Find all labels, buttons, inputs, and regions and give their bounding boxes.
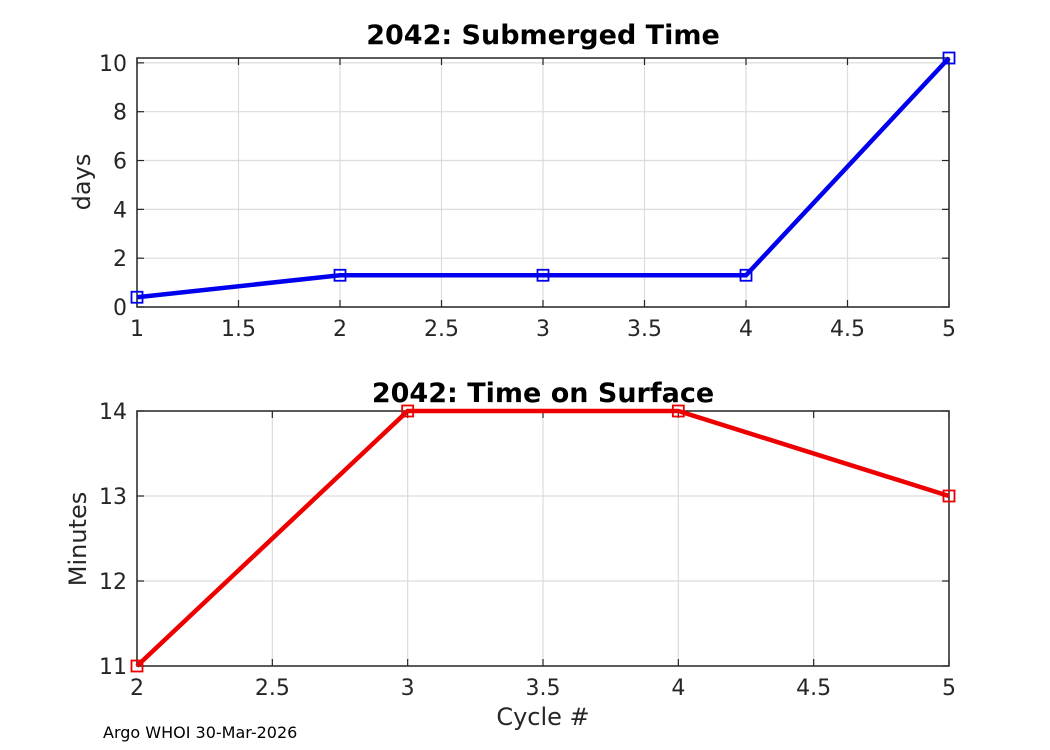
chart-title-submerged-time: 2042: Submerged Time [366, 20, 720, 51]
data-point-marker [536, 268, 550, 282]
data-point-marker [739, 268, 753, 282]
x-tick-label: 1 [130, 317, 144, 342]
data-point-marker [130, 659, 144, 673]
x-tick-label: 3.5 [627, 317, 662, 342]
axes-box [136, 57, 950, 308]
submerged-time-chart: 1 1.5 2 2.5 3 3.5 4 4.5 5 0 2 4 6 8 10 [99, 51, 956, 342]
y-tick-label: 11 [99, 655, 127, 680]
time-on-surface-chart: 2 2.5 3 3.5 4 4.5 5 11 12 13 14 [99, 400, 956, 701]
x-tick-label: 4.5 [830, 317, 865, 342]
x-tick-label: 4 [671, 676, 685, 701]
y-tick-label: 10 [99, 52, 127, 77]
data-line [136, 56, 951, 300]
y-tick-label: 14 [99, 400, 127, 425]
y-tick-label: 0 [113, 296, 127, 321]
x-tick-label: 5 [942, 317, 956, 342]
x-tick-label: 1.5 [221, 317, 256, 342]
y-axis-label-days: days [68, 153, 96, 211]
data-point-marker [942, 51, 956, 65]
x-tick-label: 2 [333, 317, 347, 342]
data-point-marker [942, 489, 956, 503]
y-tick-label: 4 [113, 198, 127, 223]
y-tick-label: 2 [113, 247, 127, 272]
data-line [135, 408, 950, 668]
chart-title-time-on-surface: 2042: Time on Surface [371, 378, 715, 409]
x-tick-label: 3.5 [526, 676, 561, 701]
x-tick-label: 5 [942, 676, 956, 701]
y-tick-label: 8 [113, 101, 127, 126]
x-tick-label: 3 [401, 676, 415, 701]
x-axis-label-cycle: Cycle # [496, 703, 590, 731]
data-point-marker [401, 404, 415, 418]
x-tick-label: 2 [130, 676, 144, 701]
y-tick-label: 13 [99, 485, 127, 510]
x-tick-label: 4 [739, 317, 753, 342]
data-point-marker [333, 268, 347, 282]
y-tick-label: 6 [113, 150, 127, 175]
y-tick-label: 12 [99, 570, 127, 595]
footer-annotation: Argo WHOI 30-Mar-2026 [103, 723, 298, 742]
data-point-marker [671, 404, 685, 418]
x-tick-label: 4.5 [796, 676, 831, 701]
data-point-marker [130, 290, 144, 304]
x-tick-label: 2.5 [424, 317, 459, 342]
x-tick-label: 3 [536, 317, 550, 342]
y-axis-label-minutes: Minutes [64, 491, 92, 587]
x-tick-label: 2.5 [255, 676, 290, 701]
